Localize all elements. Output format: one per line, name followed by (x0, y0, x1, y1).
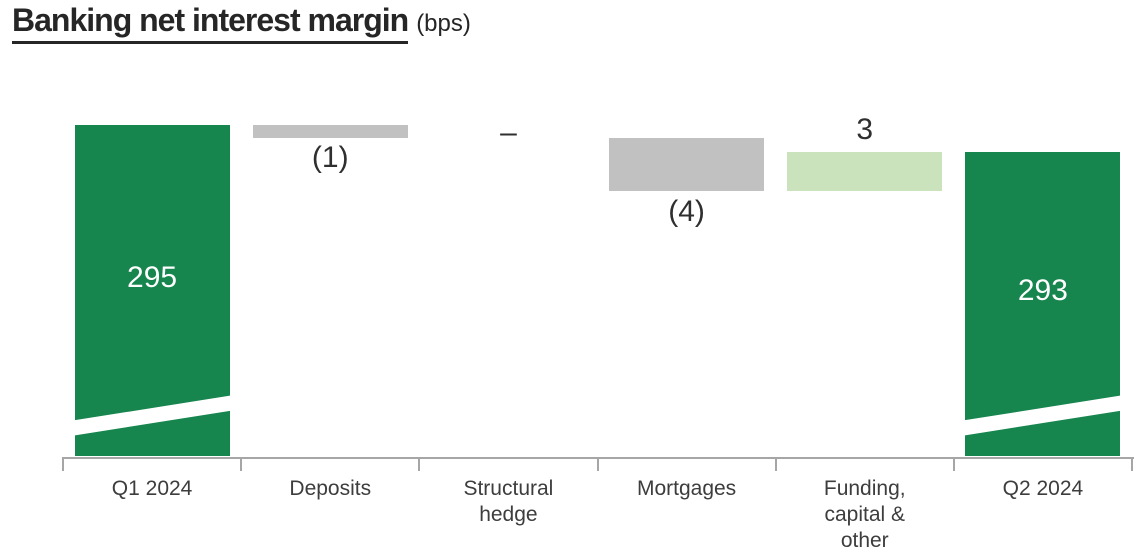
bar-q2-2024: 293 (965, 151, 1121, 456)
x-axis-tick (952, 457, 955, 471)
category-label-mortgages: Mortgages (636, 477, 737, 500)
bar-q1-2024: 295 (74, 125, 230, 456)
x-axis-tick (596, 457, 599, 471)
value-label-q2-2024: 293 (1017, 274, 1068, 308)
category-label-deposits: Deposits (289, 477, 372, 500)
x-axis-tick (62, 457, 64, 471)
value-label-deposits: (1) (311, 141, 349, 175)
value-label-structural-hedge: – (500, 116, 517, 150)
value-label-mortgages: (4) (668, 194, 705, 228)
value-label-q1-2024: 295 (127, 261, 178, 294)
chart-title: Banking net interest margin (bps) (12, 2, 471, 44)
category-label-structural-hedge: Structural hedge (463, 477, 554, 526)
bar-deposits (252, 125, 408, 139)
category-label-funding-capital-other: Funding, capital & other (823, 477, 906, 552)
x-axis-tick (240, 457, 243, 471)
chart-title-text: Banking net interest margin (12, 2, 409, 44)
category-label-q1-2024: Q1 2024 (111, 477, 193, 500)
category-label-q2-2024: Q2 2024 (1002, 477, 1084, 500)
x-axis-line (63, 457, 1134, 459)
x-axis-tick (418, 457, 421, 471)
x-axis-tick (1131, 457, 1133, 471)
x-axis-tick (774, 457, 777, 471)
bar-funding-capital-other (787, 151, 943, 192)
bar-mortgages (609, 138, 765, 192)
chart-title-unit: (bps) (416, 10, 471, 37)
value-label-funding-capital-other: 3 (856, 112, 874, 146)
